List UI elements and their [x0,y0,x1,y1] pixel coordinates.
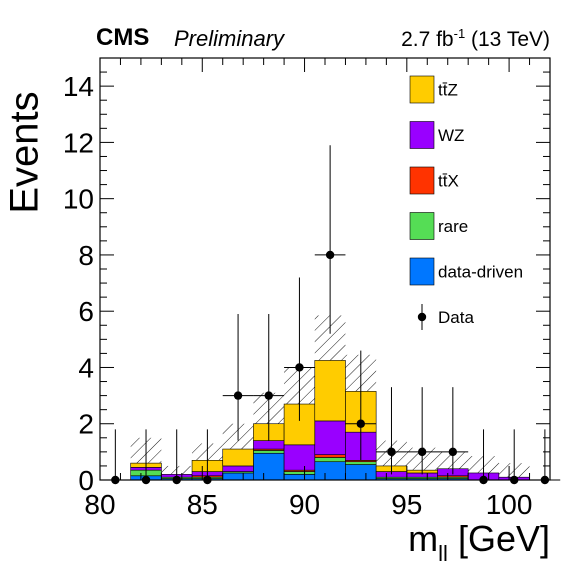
legend-entry-ttZ: tt̄Z [409,75,458,104]
legend-entry-data: Data [417,304,474,330]
bar-data_driven-7 [345,464,377,481]
lumi-value: 2.7 fb [401,28,454,51]
data-marker-9 [387,447,396,457]
bar-WZ-6 [314,420,346,455]
data-point-4 [222,314,254,441]
x-axis-label: mll [GeV] [408,518,550,566]
data-marker-8 [356,419,365,428]
x-tick-label-100: 100 [486,489,533,520]
bar-WZ-4 [253,440,285,450]
data-marker-6 [295,363,304,372]
data-marker-10 [417,447,427,457]
legend-swatch-rare [409,212,435,240]
legend-label-ttX: tt̄X [438,172,459,191]
y-tick-label-10: 10 [63,184,94,215]
legend-swatch-ttX [409,166,435,195]
data-point-10 [406,387,438,475]
legend: tt̄Z WZ tt̄X rare data-driven Data [409,75,523,330]
data-point-11 [437,387,469,475]
bar-rare-7 [345,461,377,465]
legend-swatch-data_driven [409,257,435,286]
legend-entry-rare: rare [409,212,468,240]
bar-data_driven-5 [283,474,316,481]
bar-data_driven-6 [314,461,346,481]
data-point-5 [253,314,285,441]
bar-ttX-6 [314,454,346,458]
legend-label-data_driven: data-driven [438,263,523,282]
y-tick-label-14: 14 [63,71,94,102]
data-marker-4 [233,391,243,400]
legend-label-data: Data [438,308,474,327]
bar-rare-6 [314,457,346,463]
data-marker-7 [325,250,335,260]
x-axis-label-subscript: ll [438,541,448,566]
luminosity-label: 2.7 fb-1 (13 TeV) [401,26,550,52]
data-point-9 [376,387,407,475]
y-axis-label-container: Events [0,40,50,280]
data-point-6 [284,277,315,421]
bar-data_driven-4 [253,452,285,481]
x-tick-label-90: 90 [289,489,320,520]
legend-entry-WZ: WZ [409,121,464,149]
y-tick-label-2: 2 [78,409,94,440]
x-axis-label-unit: [GeV] [447,518,550,559]
x-tick-label-95: 95 [391,489,422,520]
y-tick-label-12: 12 [63,127,94,158]
x-tick-label-85: 85 [187,489,218,520]
data-marker-11 [448,447,458,457]
bar-WZ-3 [222,465,254,472]
lumi-exponent: -1 [453,26,466,41]
x-tick-label-80: 80 [84,489,115,520]
lumi-energy: (13 TeV) [465,28,550,51]
y-tick-label-4: 4 [78,352,94,383]
y-axis-label: Events [2,91,47,214]
status-label: Preliminary [174,26,285,51]
y-tick-label-8: 8 [78,240,94,271]
legend-entry-ttX: tt̄X [409,166,459,195]
y-tick-label-6: 6 [78,296,94,327]
legend-swatch-ttZ [409,75,435,104]
bar-rare-5 [283,471,316,475]
x-axis-label-main: m [408,518,439,559]
data-point-7 [314,145,346,334]
y-tick-label-0: 0 [78,465,94,496]
legend-entry-data_driven: data-driven [409,257,523,286]
data-point-8 [345,350,377,461]
axis-ticks: 80 85 90 95 100 0 2 4 6 8 10 12 14 [63,57,551,520]
legend-label-ttZ: tt̄Z [438,81,458,100]
bar-WZ-5 [283,444,316,471]
bar-rare-4 [253,450,285,454]
legend-label-WZ: WZ [438,126,464,145]
legend-label-rare: rare [438,217,468,236]
data-marker-5 [264,391,273,400]
experiment-label: CMS [96,24,150,51]
bar-data_driven-3 [222,472,254,481]
legend-data-marker [417,312,427,322]
bar-ttZ-3 [222,448,254,467]
legend-swatch-WZ [409,121,435,149]
bar-ttZ-6 [314,360,346,422]
